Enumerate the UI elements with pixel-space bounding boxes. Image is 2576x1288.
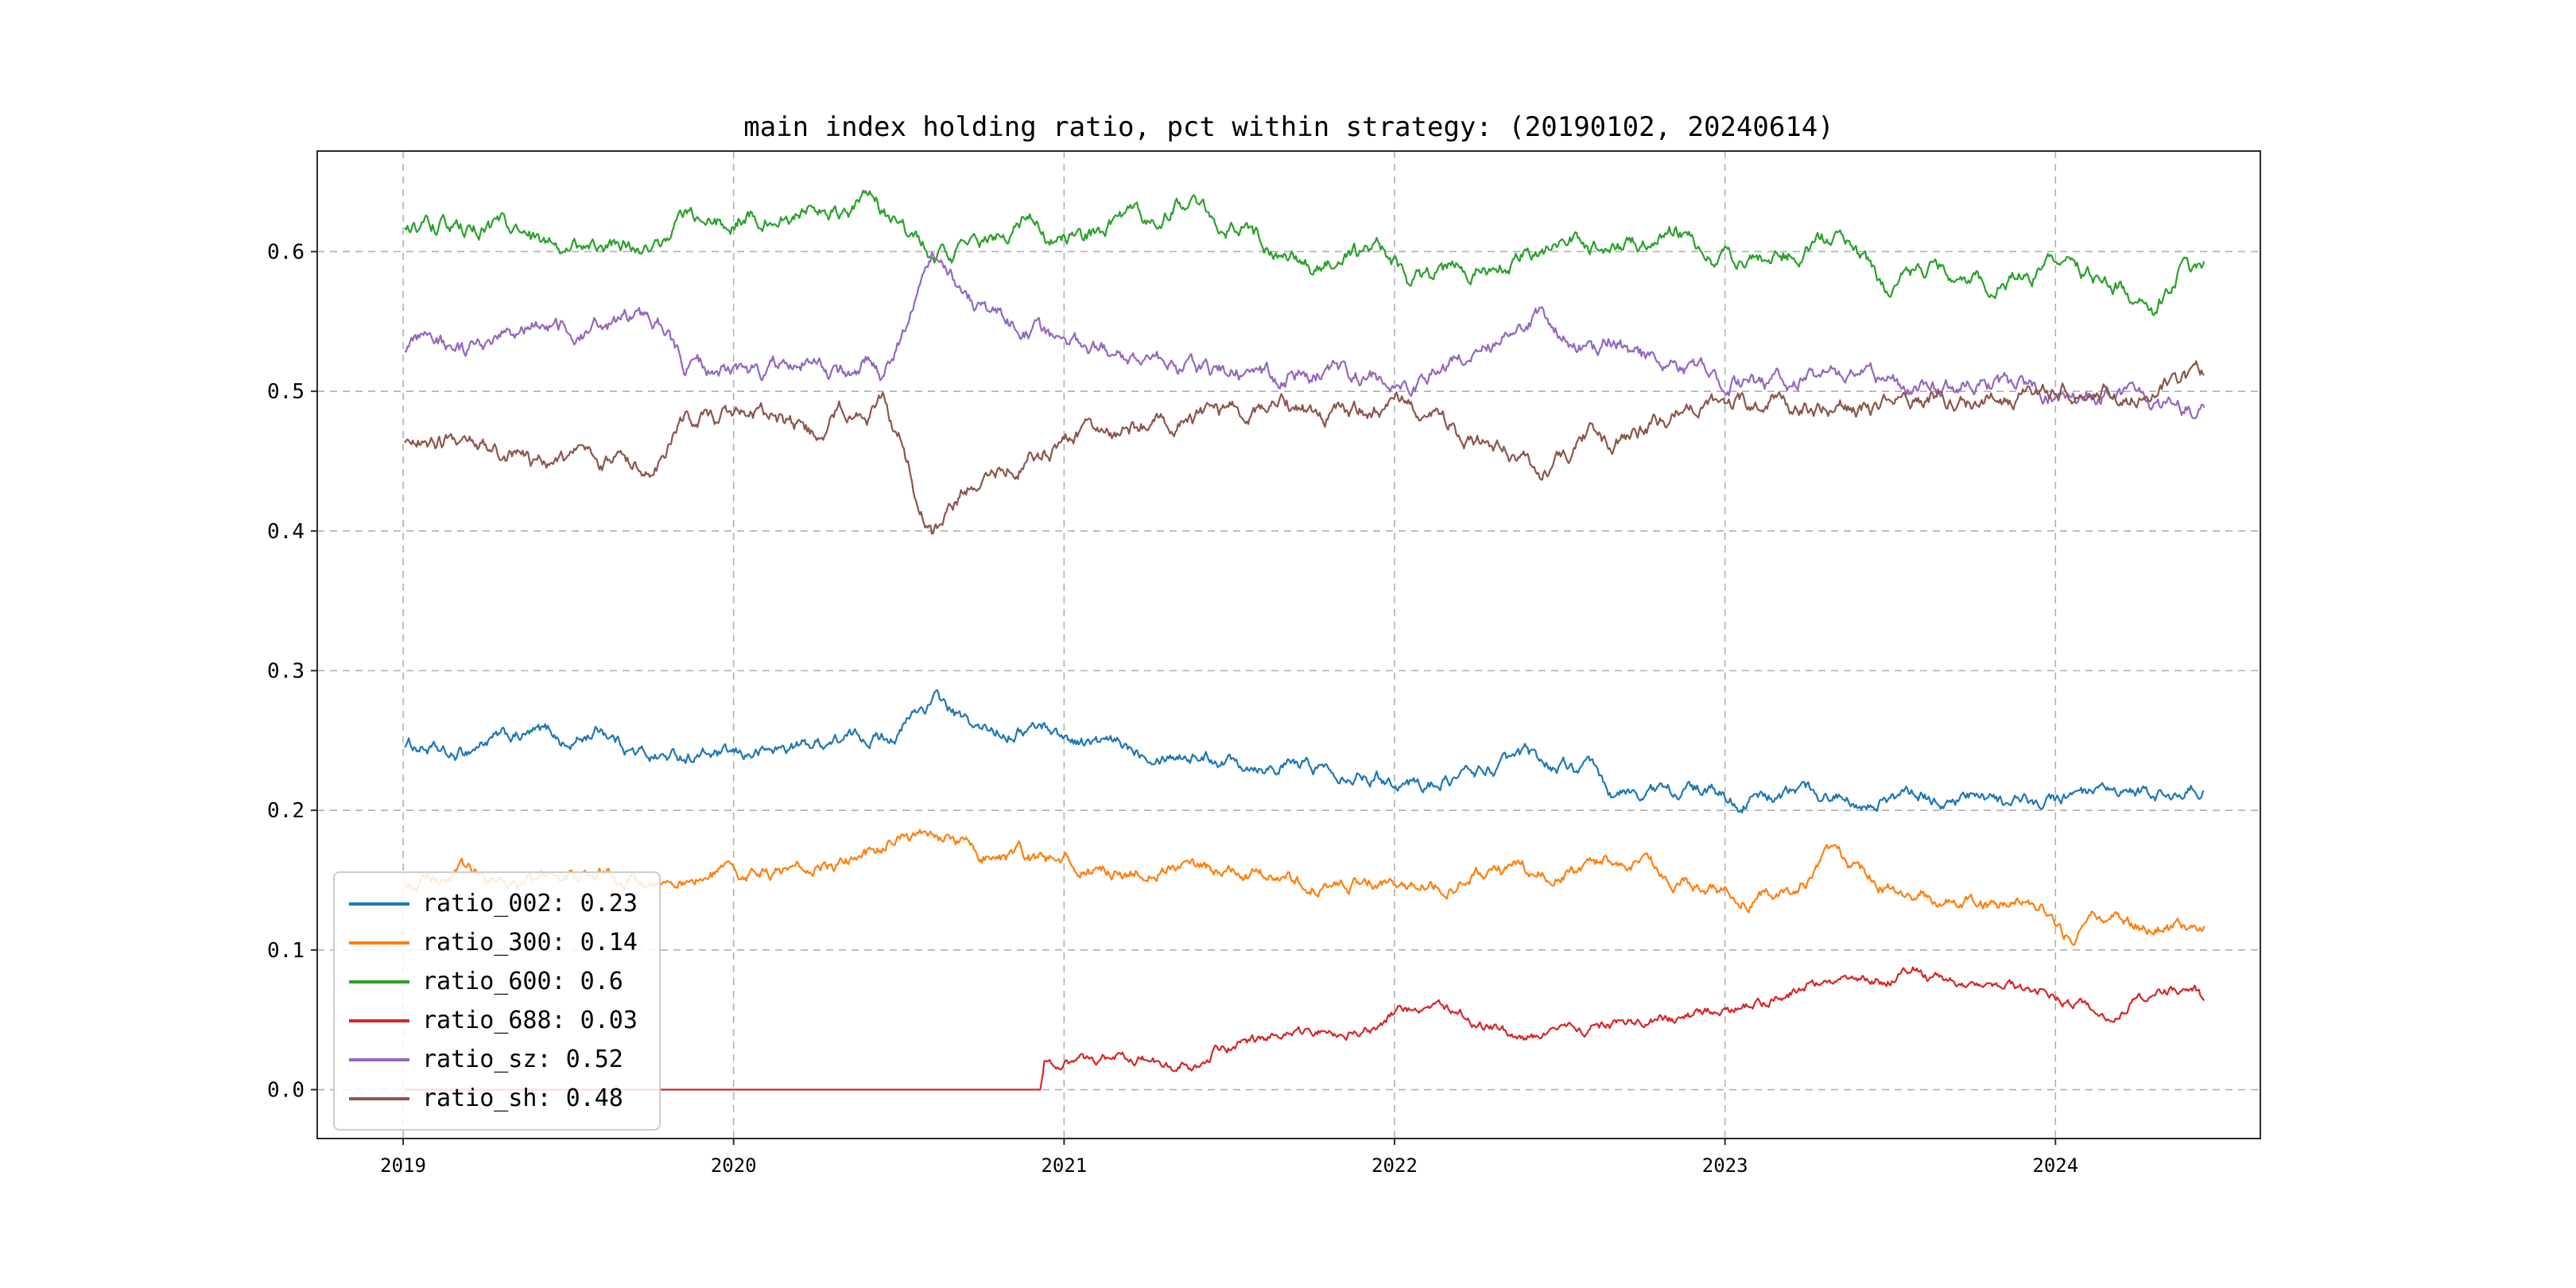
ytick-label: 0.4 (267, 520, 305, 544)
legend-item: ratio_300: 0.14 (349, 923, 645, 962)
legend-item: ratio_sz: 0.52 (349, 1040, 645, 1079)
ytick-label: 0.5 (267, 380, 305, 404)
series-line-ratio_002 (404, 689, 2205, 814)
series-line-ratio_sh (404, 360, 2205, 535)
legend-label: ratio_002: 0.23 (422, 890, 638, 918)
xtick-label: 2020 (711, 1154, 757, 1177)
ytick-label: 0.0 (267, 1079, 305, 1103)
series-line-ratio_600 (404, 189, 2206, 316)
series-line-ratio_688 (405, 966, 2206, 1091)
series-line-ratio_300 (405, 828, 2206, 946)
ytick-label: 0.1 (267, 939, 305, 963)
legend-item: ratio_sh: 0.48 (349, 1079, 645, 1118)
legend-line-sample (349, 941, 409, 945)
xtick-label: 2023 (1702, 1154, 1748, 1177)
ytick-label: 0.2 (267, 799, 305, 823)
xtick-label: 2019 (380, 1154, 426, 1177)
xtick-label: 2022 (1371, 1154, 1418, 1177)
legend: ratio_002: 0.23 ratio_300: 0.14 ratio_600:… (333, 871, 661, 1131)
legend-label: ratio_688: 0.03 (422, 1007, 638, 1034)
ytick-label: 0.3 (267, 659, 305, 683)
legend-label: ratio_sz: 0.52 (422, 1046, 623, 1073)
legend-label: ratio_600: 0.6 (422, 968, 623, 995)
legend-label: ratio_sh: 0.48 (422, 1084, 623, 1112)
ytick-label: 0.6 (267, 240, 305, 264)
chart-title: main index holding ratio, pct within str… (743, 111, 1834, 143)
series-line-ratio_sz (404, 251, 2206, 420)
legend-line-sample (349, 1096, 409, 1100)
legend-item: ratio_688: 0.03 (349, 1001, 645, 1040)
legend-line-sample (349, 1018, 409, 1022)
xtick-label: 2024 (2032, 1154, 2078, 1177)
legend-label: ratio_300: 0.14 (422, 929, 638, 956)
axes-border (316, 150, 2261, 1139)
legend-item: ratio_600: 0.6 (349, 962, 645, 1001)
legend-line-sample (349, 902, 409, 906)
legend-line-sample (349, 1057, 409, 1061)
xtick-label: 2021 (1041, 1154, 1087, 1177)
legend-line-sample (349, 980, 409, 983)
legend-item: ratio_002: 0.23 (349, 884, 645, 923)
